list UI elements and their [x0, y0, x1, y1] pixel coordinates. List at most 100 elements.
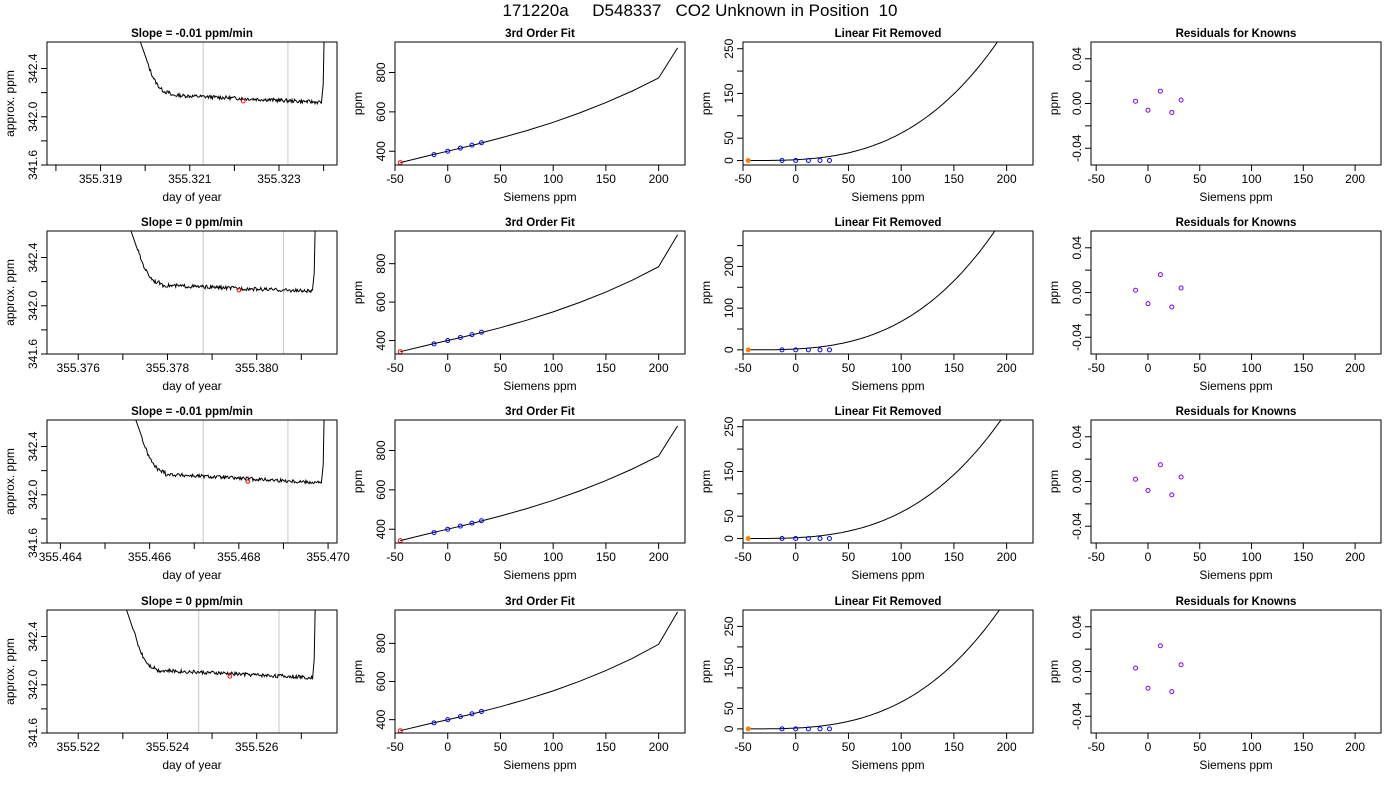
y-tick-label: 0.04: [1070, 236, 1084, 260]
y-tick-label: 50: [722, 509, 736, 523]
known-standard-point: [478, 708, 484, 714]
mean-marker: [245, 479, 251, 484]
x-tick-label: -50: [734, 361, 752, 375]
fit-curve: [400, 425, 679, 542]
panel-title: Slope = -0.01 ppm/min: [131, 406, 253, 418]
plot-area: [130, 231, 316, 354]
known-standard-point: [793, 347, 799, 353]
y-tick-label: 341.6: [26, 528, 40, 558]
x-tick-label: -50: [1088, 172, 1106, 186]
y-axis-label: ppm: [351, 92, 365, 115]
x-tick-label: 0: [792, 550, 799, 564]
panel-r3-c1: Slope = -0.01 ppm/min day of year approx. …: [3, 406, 350, 582]
x-tick-label: 150: [944, 550, 964, 564]
x-tick-label: 50: [494, 172, 508, 186]
x-tick-label: 50: [494, 740, 508, 754]
panel-r2-c2: 3rd Order Fit Siemens ppm ppm -50 0 50 100 150 2…: [351, 217, 686, 393]
nonlinear-component-curve: [748, 420, 1002, 539]
x-tick-label: -50: [1088, 361, 1106, 375]
y-tick-label: 800: [374, 633, 388, 653]
known-standard-point: [445, 148, 451, 154]
x-tick-label: 0: [1145, 361, 1152, 375]
x-tick-label: 200: [997, 740, 1017, 754]
panel-r1-c1: Slope = -0.01 ppm/min day of year approx. …: [3, 28, 338, 204]
x-tick-label: 150: [944, 740, 964, 754]
x-tick-label: 150: [596, 740, 616, 754]
y-axis-label: ppm: [351, 660, 365, 683]
known-standard-point: [469, 332, 475, 338]
panel-r3-c2: 3rd Order Fit Siemens ppm ppm -50 0 50 100 150 2…: [351, 406, 686, 582]
plot-area: [139, 42, 325, 165]
known-standard-point: [826, 158, 832, 164]
y-tick-label: 150: [722, 83, 736, 103]
y-tick-label: 400: [374, 519, 388, 539]
y-axis-label: ppm: [699, 281, 713, 304]
plot-frame: [742, 230, 1034, 355]
panel-r4-c4: Residuals for Knowns Siemens ppm ppm -50 0 50…: [1047, 596, 1382, 772]
panel-title: Slope = -0.01 ppm/min: [131, 28, 253, 40]
x-tick-label: 50: [1193, 550, 1207, 564]
residual-point: [1133, 476, 1139, 482]
x-tick-label: 355.378: [146, 361, 190, 375]
y-tick-label: 600: [374, 292, 388, 312]
x-axis-label: day of year: [162, 379, 221, 393]
panel-r1-c4: Residuals for Knowns Siemens ppm ppm -50 0 50…: [1047, 28, 1382, 204]
x-tick-label: 200: [649, 172, 669, 186]
known-standard-point: [457, 523, 463, 529]
x-axis-label: Siemens ppm: [1199, 190, 1272, 204]
panel-title: Residuals for Knowns: [1176, 596, 1297, 608]
y-tick-label: 342.0: [26, 479, 40, 509]
known-standard-point: [431, 530, 437, 536]
y-tick-label: 0.04: [1070, 47, 1084, 71]
x-tick-label: 355.470: [306, 550, 350, 564]
y-tick-label: 50: [722, 131, 736, 145]
x-axis-label: Siemens ppm: [1199, 568, 1272, 582]
x-tick-label: 200: [649, 740, 669, 754]
known-standard-point: [817, 347, 823, 353]
known-standard-point: [805, 536, 811, 542]
x-tick-label: 50: [1193, 172, 1207, 186]
y-tick-label: -0.04: [1070, 512, 1084, 540]
x-tick-label: -50: [386, 361, 404, 375]
known-standard-point: [457, 334, 463, 340]
plot-frame: [46, 230, 338, 355]
y-tick-label: -0.04: [1070, 134, 1084, 162]
x-tick-label: 150: [944, 361, 964, 375]
y-tick-label: 800: [374, 253, 388, 273]
unknown-sample-point: [745, 158, 751, 164]
x-tick-label: 0: [1145, 550, 1152, 564]
x-tick-label: -50: [734, 172, 752, 186]
x-axis-label: day of year: [162, 190, 221, 204]
y-tick-label: 0: [722, 725, 736, 732]
y-tick-label: 400: [374, 709, 388, 729]
x-tick-label: 355.524: [146, 740, 190, 754]
nonlinear-component-curve: [748, 610, 1001, 730]
y-tick-label: 600: [374, 671, 388, 691]
x-tick-label: 100: [891, 172, 911, 186]
panel-r3-c3: Linear Fit Removed Siemens ppm ppm -50 0 50 10…: [699, 406, 1034, 582]
known-standard-point: [431, 341, 437, 347]
x-tick-label: -50: [1088, 740, 1106, 754]
y-tick-label: 250: [722, 38, 736, 58]
x-tick-label: -50: [386, 550, 404, 564]
plot-area: [1133, 272, 1184, 310]
plot-area: [397, 611, 679, 733]
plot-frame: [1090, 230, 1382, 355]
panel-r4-c2: 3rd Order Fit Siemens ppm ppm -50 0 50 100 150 2…: [351, 596, 686, 772]
y-axis-label: approx. ppm: [3, 70, 17, 137]
y-tick-label: 100: [722, 298, 736, 318]
y-tick-label: -0.04: [1070, 702, 1084, 730]
y-tick-label: 150: [722, 657, 736, 677]
y-tick-label: 342.4: [26, 621, 40, 651]
plot-frame: [1090, 419, 1382, 544]
residual-point: [1133, 665, 1139, 671]
x-tick-label: 100: [1242, 740, 1262, 754]
x-tick-label: 150: [596, 550, 616, 564]
x-tick-label: 150: [596, 172, 616, 186]
plot-area: [397, 47, 679, 165]
x-tick-label: 355.464: [39, 550, 83, 564]
plot-area: [745, 420, 1002, 542]
known-standard-point: [478, 329, 484, 335]
known-standard-point: [469, 142, 475, 148]
